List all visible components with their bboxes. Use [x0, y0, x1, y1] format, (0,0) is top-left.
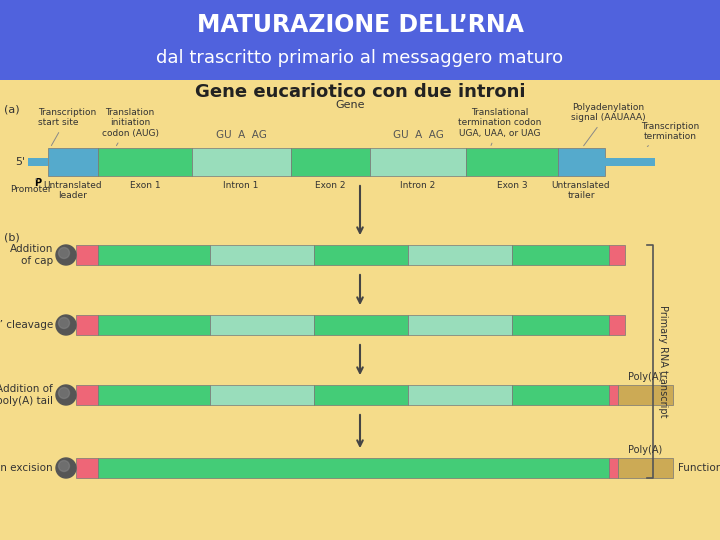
FancyBboxPatch shape [370, 148, 466, 176]
Text: Translation
initiation
codon (AUG): Translation initiation codon (AUG) [102, 108, 158, 146]
Text: dal trascritto primario al messaggero maturo: dal trascritto primario al messaggero ma… [156, 49, 564, 67]
Text: (a): (a) [4, 105, 19, 115]
FancyBboxPatch shape [98, 385, 210, 405]
FancyBboxPatch shape [76, 385, 98, 405]
FancyBboxPatch shape [76, 245, 98, 265]
Text: Addition of
poly(A) tail: Addition of poly(A) tail [0, 384, 53, 406]
FancyBboxPatch shape [0, 0, 720, 80]
FancyBboxPatch shape [618, 458, 673, 478]
FancyBboxPatch shape [98, 458, 609, 478]
FancyBboxPatch shape [609, 315, 625, 335]
Circle shape [56, 315, 76, 335]
FancyBboxPatch shape [609, 385, 618, 405]
FancyBboxPatch shape [314, 385, 408, 405]
FancyBboxPatch shape [558, 148, 605, 176]
Circle shape [58, 461, 70, 471]
FancyBboxPatch shape [210, 245, 314, 265]
Text: Functional mRNA: Functional mRNA [678, 463, 720, 473]
FancyBboxPatch shape [98, 315, 210, 335]
FancyBboxPatch shape [314, 315, 408, 335]
FancyBboxPatch shape [618, 385, 673, 405]
FancyBboxPatch shape [48, 148, 98, 176]
FancyBboxPatch shape [512, 385, 609, 405]
FancyBboxPatch shape [291, 148, 370, 176]
FancyBboxPatch shape [609, 245, 625, 265]
Text: GU  A  AG: GU A AG [215, 130, 266, 140]
Text: Intron 1: Intron 1 [223, 181, 258, 190]
FancyBboxPatch shape [192, 148, 291, 176]
Text: Polyadenylation
signal (AAUAAA): Polyadenylation signal (AAUAAA) [571, 103, 645, 146]
FancyBboxPatch shape [314, 245, 408, 265]
Circle shape [56, 245, 76, 265]
Circle shape [56, 385, 76, 405]
Text: P: P [35, 178, 42, 188]
Text: GU  A  AG: GU A AG [392, 130, 444, 140]
Circle shape [58, 247, 70, 259]
FancyBboxPatch shape [98, 148, 192, 176]
FancyBboxPatch shape [210, 315, 314, 335]
Text: Untranslated
trailer: Untranslated trailer [552, 181, 611, 200]
Text: Transcription
termination: Transcription termination [641, 122, 699, 146]
FancyBboxPatch shape [98, 245, 210, 265]
Text: Intron excision: Intron excision [0, 463, 53, 473]
Text: Exon 2: Exon 2 [315, 181, 346, 190]
Text: 3’ cleavage: 3’ cleavage [0, 320, 53, 330]
Text: Exon 3: Exon 3 [497, 181, 527, 190]
FancyBboxPatch shape [512, 245, 609, 265]
FancyBboxPatch shape [512, 315, 609, 335]
Text: Transcription
start site: Transcription start site [38, 108, 96, 146]
Text: Poly(A): Poly(A) [629, 372, 662, 382]
FancyBboxPatch shape [210, 385, 314, 405]
Circle shape [58, 388, 70, 399]
Text: Intron 2: Intron 2 [400, 181, 436, 190]
FancyBboxPatch shape [408, 245, 512, 265]
Text: (b): (b) [4, 232, 19, 242]
Text: Poly(A): Poly(A) [629, 445, 662, 455]
Text: Translational
termination codon
UGA, UAA, or UAG: Translational termination codon UGA, UAA… [459, 108, 541, 145]
FancyBboxPatch shape [609, 458, 618, 478]
Text: Exon 1: Exon 1 [130, 181, 161, 190]
FancyBboxPatch shape [76, 315, 98, 335]
Text: Gene: Gene [336, 100, 365, 110]
Text: 5': 5' [15, 157, 25, 167]
Text: Primary RNA transcript: Primary RNA transcript [658, 305, 668, 418]
FancyBboxPatch shape [408, 385, 512, 405]
Text: Gene eucariotico con due introni: Gene eucariotico con due introni [194, 83, 526, 101]
FancyBboxPatch shape [0, 0, 720, 80]
FancyBboxPatch shape [408, 315, 512, 335]
Circle shape [58, 318, 70, 328]
Text: Untranslated
leader: Untranslated leader [44, 181, 102, 200]
Circle shape [56, 458, 76, 478]
FancyBboxPatch shape [28, 158, 48, 166]
FancyBboxPatch shape [466, 148, 558, 176]
Text: Addition
of cap: Addition of cap [9, 244, 53, 266]
FancyBboxPatch shape [605, 158, 655, 166]
Text: Promoter: Promoter [10, 178, 52, 194]
FancyBboxPatch shape [76, 458, 98, 478]
Text: MATURAZIONE DELL’RNA: MATURAZIONE DELL’RNA [197, 13, 523, 37]
